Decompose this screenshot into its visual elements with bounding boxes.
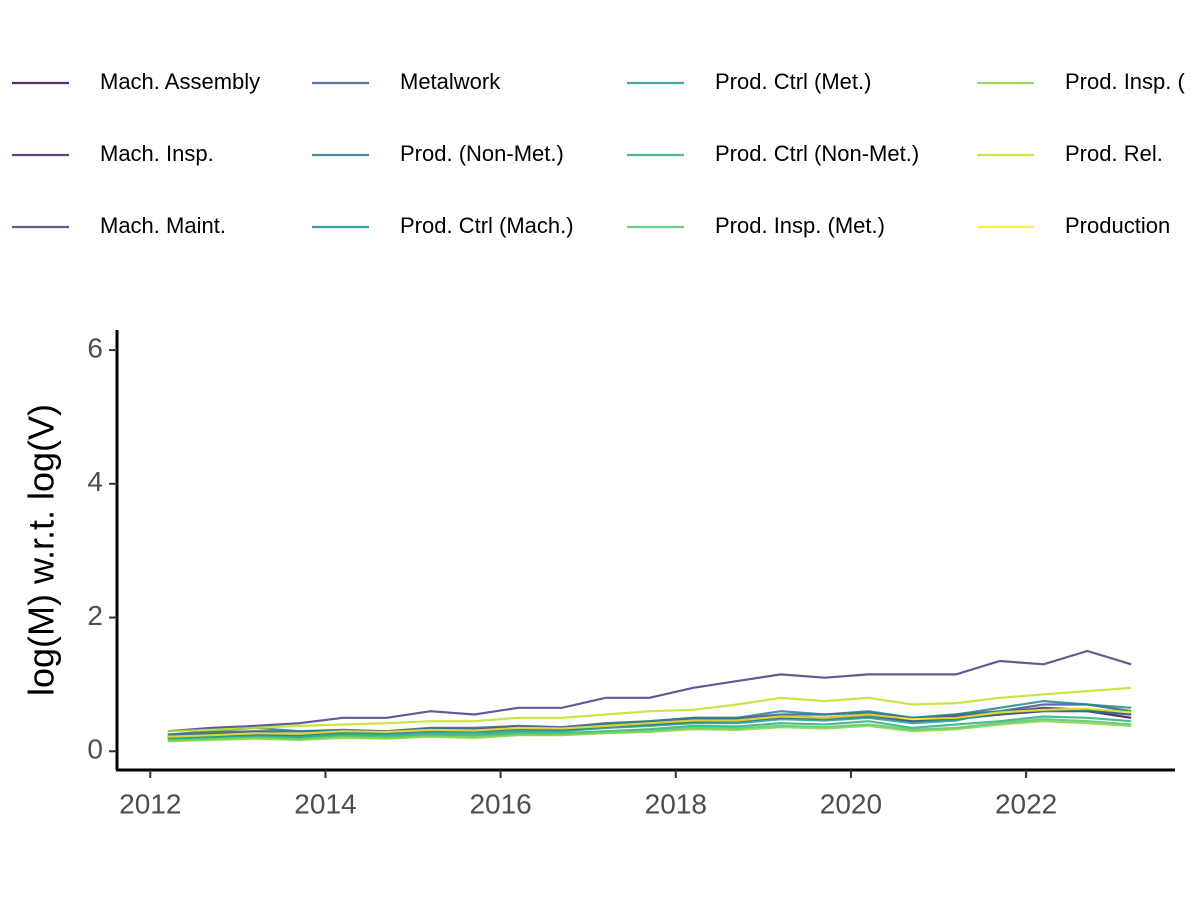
x-tick-label: 2018 xyxy=(645,788,707,819)
legend-label: Mach. Assembly xyxy=(100,69,260,94)
legend-label: Production xyxy=(1065,213,1170,238)
series-line xyxy=(167,708,1132,739)
legend-label: Mach. Insp. xyxy=(100,141,214,166)
series-line xyxy=(167,720,1132,743)
legend-label: Mach. Maint. xyxy=(100,213,226,238)
x-tick-label: 2014 xyxy=(294,788,356,819)
legend-label: Metalwork xyxy=(400,69,501,94)
y-axis-title: log(M) w.r.t. log(V) xyxy=(21,404,62,696)
legend-label: Prod. Ctrl (Non-Met.) xyxy=(715,141,919,166)
x-tick-label: 2016 xyxy=(469,788,531,819)
series-line xyxy=(167,707,1132,738)
legend-label: Prod. Insp. (Met.) xyxy=(715,213,885,238)
y-tick-label: 6 xyxy=(87,332,103,363)
legend-label: Prod. Insp. ( xyxy=(1065,69,1186,94)
series-line xyxy=(167,649,1132,733)
legend-label: Prod. (Non-Met.) xyxy=(400,141,564,166)
legend-label: Prod. Rel. xyxy=(1065,141,1163,166)
x-tick-label: 2022 xyxy=(995,788,1057,819)
series-line xyxy=(167,715,1132,741)
x-tick-label: 2020 xyxy=(820,788,882,819)
legend-label: Prod. Ctrl (Met.) xyxy=(715,69,871,94)
series-line xyxy=(167,686,1132,733)
y-tick-label: 2 xyxy=(87,600,103,631)
x-tick-label: 2012 xyxy=(119,788,181,819)
legend-label: Prod. Ctrl (Mach.) xyxy=(400,213,574,238)
y-tick-label: 4 xyxy=(87,466,103,497)
y-tick-label: 0 xyxy=(87,734,103,765)
